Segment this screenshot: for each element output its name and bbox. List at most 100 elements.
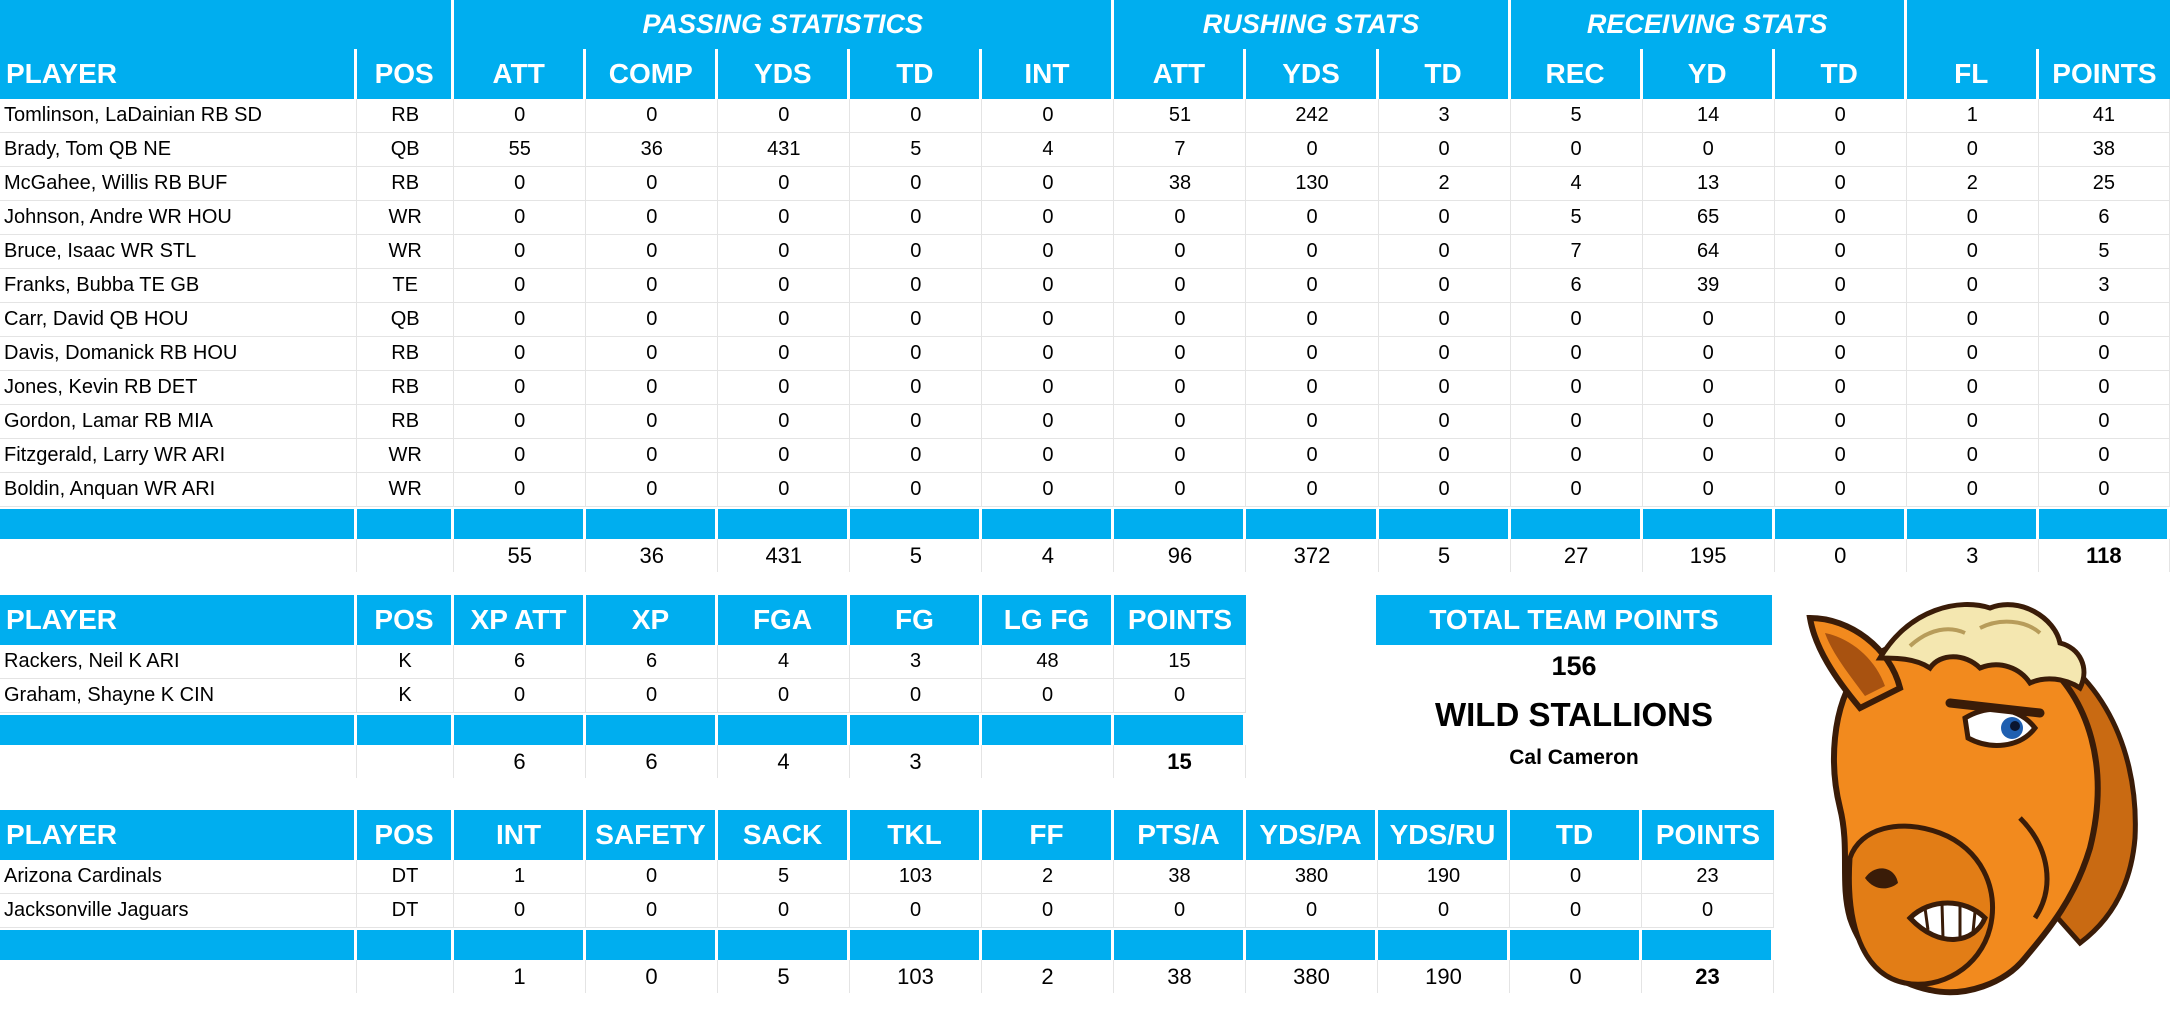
stat-cell: 0 xyxy=(982,167,1115,201)
stat-cell: 431 xyxy=(718,133,851,167)
col-header-att-7: ATT xyxy=(1114,49,1247,99)
divider-cell xyxy=(1246,507,1379,539)
divider-cell xyxy=(1510,507,1643,539)
divider-cell xyxy=(586,713,718,745)
total-cell: 0 xyxy=(1510,960,1642,993)
stat-cell: 0 xyxy=(586,235,719,269)
horse-head-icon xyxy=(1806,602,2138,996)
stat-cell: 0 xyxy=(850,371,983,405)
total-cell: 5 xyxy=(850,539,983,572)
col-header-player-0: PLAYER xyxy=(0,49,358,99)
stat-cell: 0 xyxy=(718,679,850,713)
stat-cell: 41 xyxy=(2038,99,2170,133)
offense-stats-table: PASSING STATISTICS RUSHING STATS RECEIVI… xyxy=(0,0,2170,572)
stat-cell: 0 xyxy=(718,405,851,439)
stat-cell: 0 xyxy=(718,99,851,133)
stat-cell: 0 xyxy=(1378,303,1511,337)
stat-cell: 380 xyxy=(1246,860,1378,894)
stat-cell: 0 xyxy=(1114,371,1247,405)
divider-cell xyxy=(454,928,586,960)
offense-table-body: Tomlinson, LaDainian RB SD RB 0 0 0 0 0 51 242 3 5… xyxy=(0,99,2170,572)
stat-cell: 0 xyxy=(1246,269,1379,303)
table-row: Fitzgerald, Larry WR ARI WR 0 0 0 0 0 0 0 0 0 0 0 0 0 xyxy=(0,439,2170,473)
stat-cell: 0 xyxy=(586,337,719,371)
stat-cell: 3 xyxy=(850,645,982,679)
table-row: Jones, Kevin RB DET RB 0 0 0 0 0 0 0 0 0 0 0 0 0 xyxy=(0,371,2170,405)
player-name-cell: Davis, Domanick RB HOU xyxy=(0,337,358,371)
col-header-td-12: TD xyxy=(1774,49,1907,99)
totals-row: 1 0 5 103 2 38 380 190 0 23 xyxy=(0,960,1774,993)
table-row: Boldin, Anquan WR ARI WR 0 0 0 0 0 0 0 0 0 0 0 0 0 xyxy=(0,473,2170,507)
stat-cell: 0 xyxy=(1246,235,1379,269)
stat-cell: 0 xyxy=(1114,405,1247,439)
stat-cell: 4 xyxy=(982,133,1115,167)
stat-cell: 0 xyxy=(718,201,851,235)
total-cell xyxy=(357,539,455,572)
stat-cell: 0 xyxy=(718,235,851,269)
stat-cell: 0 xyxy=(454,201,587,235)
stat-cell: 1 xyxy=(1906,99,2039,133)
stat-cell: 0 xyxy=(1906,405,2039,439)
col-header-xp-3: XP xyxy=(586,595,718,645)
stat-cell: 0 xyxy=(586,269,719,303)
stat-cell: 0 xyxy=(850,894,982,928)
stat-cell: 0 xyxy=(1906,303,2039,337)
col-header-td-5: TD xyxy=(850,49,983,99)
stat-cell: 0 xyxy=(1510,473,1643,507)
total-cell: 372 xyxy=(1246,539,1379,572)
stat-cell: 0 xyxy=(1642,894,1774,928)
stat-cell: 0 xyxy=(982,269,1115,303)
stat-cell: 0 xyxy=(850,439,983,473)
divider-cell xyxy=(1642,928,1774,960)
stat-cell: 2 xyxy=(1906,167,2039,201)
defense-column-header-row: PLAYER POS INT SAFETY SACK TKL FF PTS/A YDS/PA YD… xyxy=(0,810,1774,860)
table-divider-bar xyxy=(0,713,1246,745)
total-cell: 96 xyxy=(1114,539,1247,572)
divider-cell xyxy=(357,928,454,960)
stat-cell: 38 xyxy=(1114,860,1246,894)
total-cell: 4 xyxy=(982,539,1115,572)
stat-cell: 0 xyxy=(718,337,851,371)
stat-cell: 0 xyxy=(1114,269,1247,303)
stat-cell: 0 xyxy=(586,99,719,133)
stat-cell: 2 xyxy=(982,860,1114,894)
stat-cell: 0 xyxy=(586,303,719,337)
group-header-blank xyxy=(0,0,455,49)
player-name-cell: Johnson, Andre WR HOU xyxy=(0,201,358,235)
stat-cell: 6 xyxy=(1510,269,1643,303)
player-name-cell: Jacksonville Jaguars xyxy=(0,894,357,928)
total-cell: 6 xyxy=(586,745,718,778)
stat-cell: RB xyxy=(357,337,455,371)
stat-cell: 0 xyxy=(1114,473,1247,507)
stat-cell: 0 xyxy=(586,860,718,894)
stat-cell: 0 xyxy=(850,337,983,371)
total-cell xyxy=(357,960,454,993)
stat-cell: 0 xyxy=(1510,860,1642,894)
stat-cell: 0 xyxy=(1774,269,1907,303)
stat-cell: 0 xyxy=(982,235,1115,269)
total-cell: 431 xyxy=(718,539,851,572)
team-summary: TOTAL TEAM POINTS 156 WILD STALLIONS Cal… xyxy=(1376,595,1772,770)
stat-cell: 0 xyxy=(454,679,586,713)
divider-cell xyxy=(1114,928,1246,960)
total-cell: 195 xyxy=(1643,539,1775,572)
total-cell: 0 xyxy=(1775,539,1907,572)
stat-cell: 242 xyxy=(1246,99,1379,133)
divider-cell xyxy=(1114,507,1247,539)
stat-cell: 0 xyxy=(1906,201,2039,235)
player-name-cell: Boldin, Anquan WR ARI xyxy=(0,473,358,507)
total-cell: 380 xyxy=(1246,960,1378,993)
stat-cell: 0 xyxy=(1378,439,1511,473)
stat-cell: 5 xyxy=(850,133,983,167)
stat-cell: 0 xyxy=(850,405,983,439)
table-row: Carr, David QB HOU QB 0 0 0 0 0 0 0 0 0 0 0 0 0 xyxy=(0,303,2170,337)
total-cell xyxy=(0,960,357,993)
stat-cell: 6 xyxy=(2038,201,2170,235)
stat-cell: 0 xyxy=(1510,405,1643,439)
total-cell: 2 xyxy=(982,960,1114,993)
stat-cell: 0 xyxy=(982,99,1115,133)
stat-cell: K xyxy=(357,679,454,713)
total-team-points-header: TOTAL TEAM POINTS xyxy=(1376,595,1772,645)
stat-cell: 25 xyxy=(2038,167,2170,201)
stat-cell: 0 xyxy=(1246,371,1379,405)
